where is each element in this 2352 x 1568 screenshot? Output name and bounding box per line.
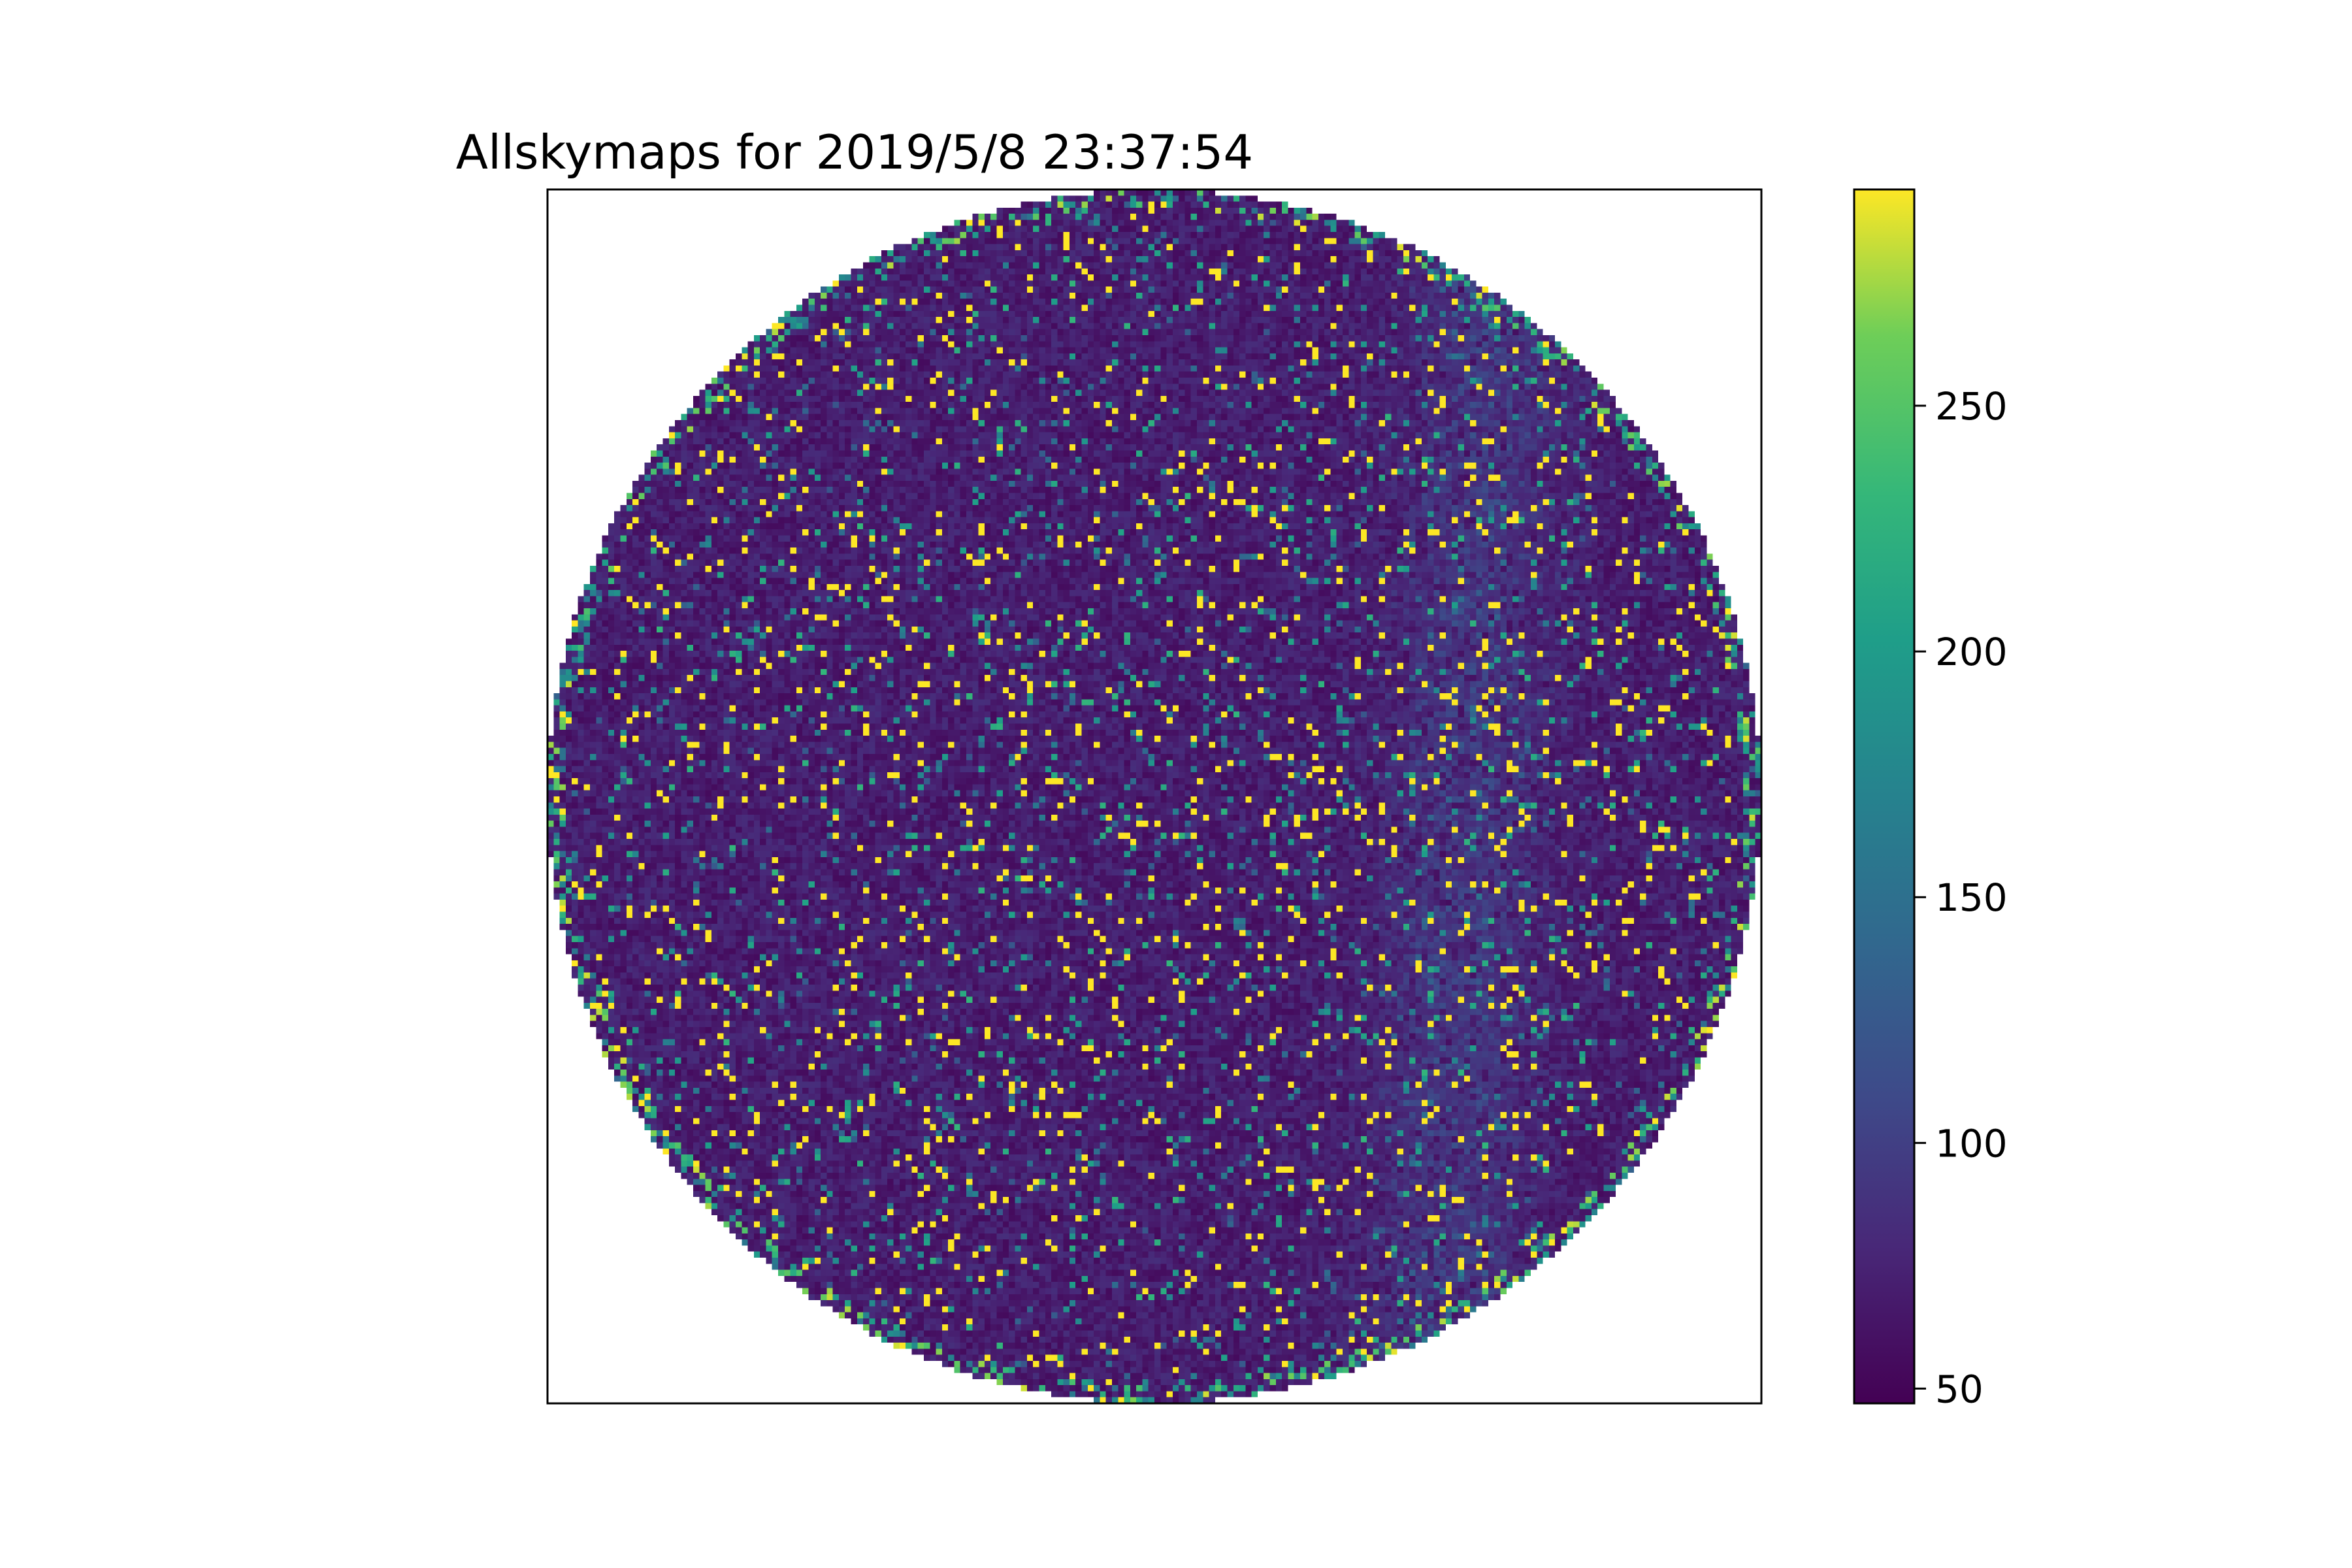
colorbar-tick-label: 250 (1935, 384, 2008, 429)
colorbar-tick-label: 50 (1935, 1367, 1984, 1411)
colorbar: 50 100 150 200 250 (1853, 188, 2008, 1411)
colorbar-ticks: 50 100 150 200 250 (1914, 384, 2008, 1411)
allsky-heatmap (547, 189, 1761, 1403)
colorbar-frame (1853, 188, 1916, 1405)
plot-frame (546, 188, 1763, 1405)
chart-title: Allskymaps for 2019/5/8 23:37:54 (456, 125, 1253, 180)
heatmap-plot-area (546, 188, 1763, 1405)
colorbar-tick-label: 150 (1935, 875, 2008, 920)
colorbar-tick-label: 200 (1935, 630, 2008, 674)
colorbar-gradient (1854, 189, 1914, 1403)
colorbar-tick-label: 100 (1935, 1121, 2008, 1166)
